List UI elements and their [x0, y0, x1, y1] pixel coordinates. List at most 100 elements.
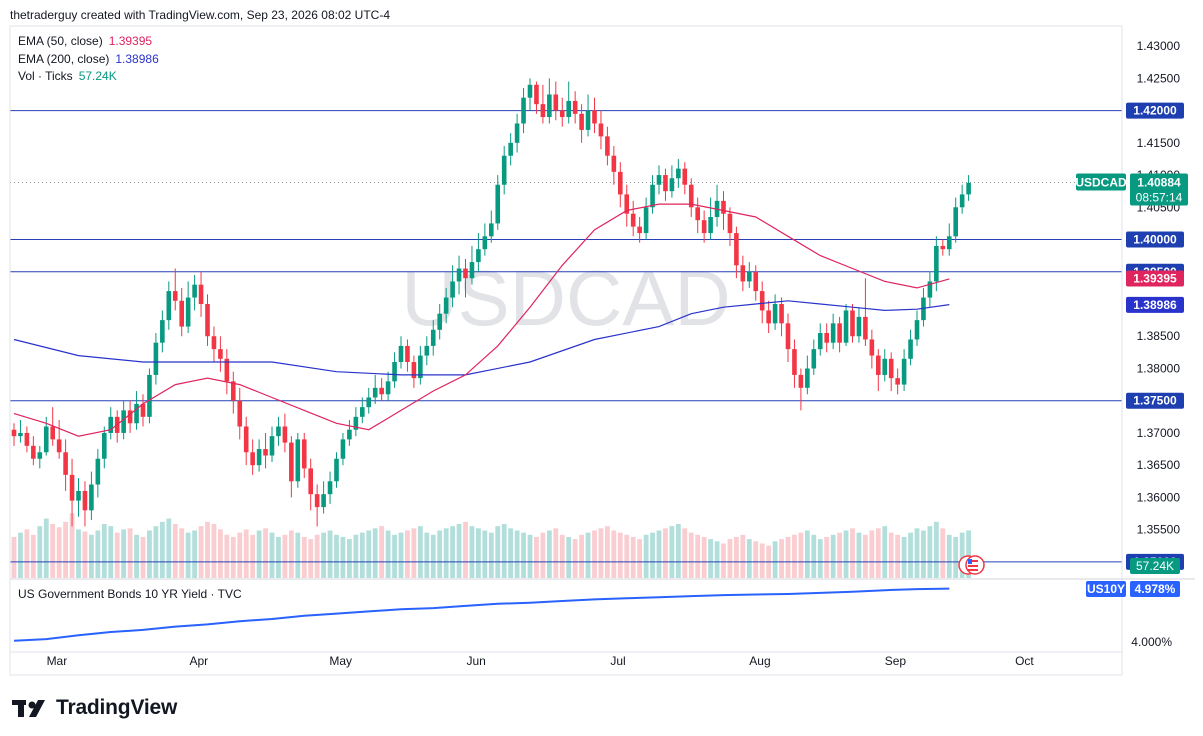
candle[interactable] — [18, 420, 23, 443]
candle[interactable] — [263, 432, 268, 469]
candle[interactable] — [559, 97, 565, 127]
candle[interactable] — [418, 345, 423, 385]
candle[interactable] — [830, 313, 836, 350]
candle[interactable] — [314, 484, 320, 527]
candle[interactable] — [11, 423, 17, 446]
candle[interactable] — [514, 113, 520, 153]
candle[interactable] — [611, 146, 617, 185]
candle[interactable] — [405, 339, 410, 372]
tradingview-logo[interactable]: TradingView — [12, 693, 177, 723]
candle[interactable] — [598, 110, 604, 150]
candle[interactable] — [437, 304, 442, 340]
candle[interactable] — [185, 281, 191, 334]
candle[interactable] — [385, 371, 391, 401]
candle[interactable] — [553, 81, 559, 121]
candle[interactable] — [540, 84, 546, 124]
candle[interactable] — [837, 316, 842, 353]
candle[interactable] — [747, 262, 752, 288]
candle[interactable] — [231, 371, 236, 414]
candle[interactable] — [953, 197, 958, 243]
price-chart[interactable]: USDCAD US Government Bonds 10 YR Yield ·… — [0, 0, 1203, 690]
candle[interactable] — [572, 91, 578, 124]
candle[interactable] — [102, 426, 107, 469]
candle[interactable] — [63, 439, 68, 491]
candle[interactable] — [908, 329, 913, 366]
candle[interactable] — [921, 287, 926, 327]
candle[interactable] — [914, 310, 920, 346]
candle[interactable] — [205, 294, 210, 346]
legend-ema200[interactable]: EMA (200, close) 1.38986 — [18, 52, 159, 66]
candle[interactable] — [269, 426, 275, 462]
candle[interactable] — [172, 268, 178, 311]
candle[interactable] — [24, 426, 30, 453]
candle[interactable] — [740, 255, 746, 292]
ema200-line[interactable] — [13, 300, 950, 376]
candle[interactable] — [379, 378, 384, 401]
candle[interactable] — [353, 407, 359, 437]
candle[interactable] — [727, 207, 733, 246]
candle[interactable] — [534, 81, 539, 114]
candle[interactable] — [489, 210, 494, 243]
candle[interactable] — [856, 307, 862, 343]
candle[interactable] — [282, 413, 288, 453]
candle[interactable] — [243, 416, 249, 466]
candle[interactable] — [327, 471, 333, 504]
candle[interactable] — [95, 449, 101, 498]
candle[interactable] — [392, 352, 397, 388]
candle[interactable] — [31, 436, 36, 466]
candle[interactable] — [940, 239, 946, 256]
candle[interactable] — [153, 333, 159, 385]
candle[interactable] — [147, 368, 152, 424]
candle[interactable] — [792, 339, 797, 388]
candle[interactable] — [772, 294, 778, 330]
candle[interactable] — [443, 287, 449, 324]
candle[interactable] — [127, 400, 133, 433]
candle[interactable] — [682, 162, 688, 195]
candle[interactable] — [566, 81, 571, 124]
candle[interactable] — [482, 223, 488, 256]
candle[interactable] — [753, 265, 759, 301]
candle[interactable] — [224, 349, 230, 395]
candle[interactable] — [605, 126, 610, 166]
candle[interactable] — [695, 197, 700, 234]
candle[interactable] — [676, 158, 681, 188]
candle[interactable] — [211, 326, 217, 363]
candle[interactable] — [592, 97, 597, 134]
candle[interactable] — [817, 323, 823, 356]
candle[interactable] — [734, 226, 739, 279]
candle[interactable] — [360, 397, 365, 424]
candle[interactable] — [424, 336, 430, 366]
candle[interactable] — [688, 178, 694, 217]
candle[interactable] — [372, 374, 378, 404]
candle[interactable] — [250, 439, 255, 475]
legend-volume[interactable]: Vol · Ticks 57.24K — [18, 69, 117, 83]
candle[interactable] — [637, 216, 642, 243]
candle[interactable] — [850, 304, 855, 343]
candle[interactable] — [450, 265, 455, 308]
candle[interactable] — [888, 352, 894, 392]
legend-ema50[interactable]: EMA (50, close) 1.39395 — [18, 34, 152, 48]
candle[interactable] — [701, 210, 707, 243]
candle[interactable] — [198, 271, 204, 317]
candle[interactable] — [521, 88, 526, 134]
candle[interactable] — [501, 146, 507, 195]
candle[interactable] — [347, 420, 352, 446]
candle[interactable] — [89, 471, 94, 520]
candle[interactable] — [69, 458, 75, 527]
candle[interactable] — [663, 168, 668, 201]
candle[interactable] — [463, 258, 468, 298]
candle[interactable] — [843, 304, 849, 346]
candle[interactable] — [340, 432, 346, 466]
candle[interactable] — [959, 184, 965, 214]
candle[interactable] — [469, 245, 475, 285]
bond-yield-line[interactable] — [13, 587, 950, 642]
ema50-line[interactable] — [13, 203, 950, 437]
event-flag-icon[interactable] — [958, 555, 985, 575]
candle[interactable] — [456, 255, 462, 295]
candle[interactable] — [366, 387, 372, 414]
candle[interactable] — [308, 458, 313, 511]
candle[interactable] — [166, 281, 172, 330]
candle[interactable] — [876, 349, 881, 392]
candle[interactable] — [643, 197, 649, 240]
